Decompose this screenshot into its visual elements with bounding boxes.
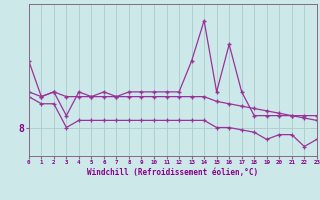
- X-axis label: Windchill (Refroidissement éolien,°C): Windchill (Refroidissement éolien,°C): [87, 168, 258, 177]
